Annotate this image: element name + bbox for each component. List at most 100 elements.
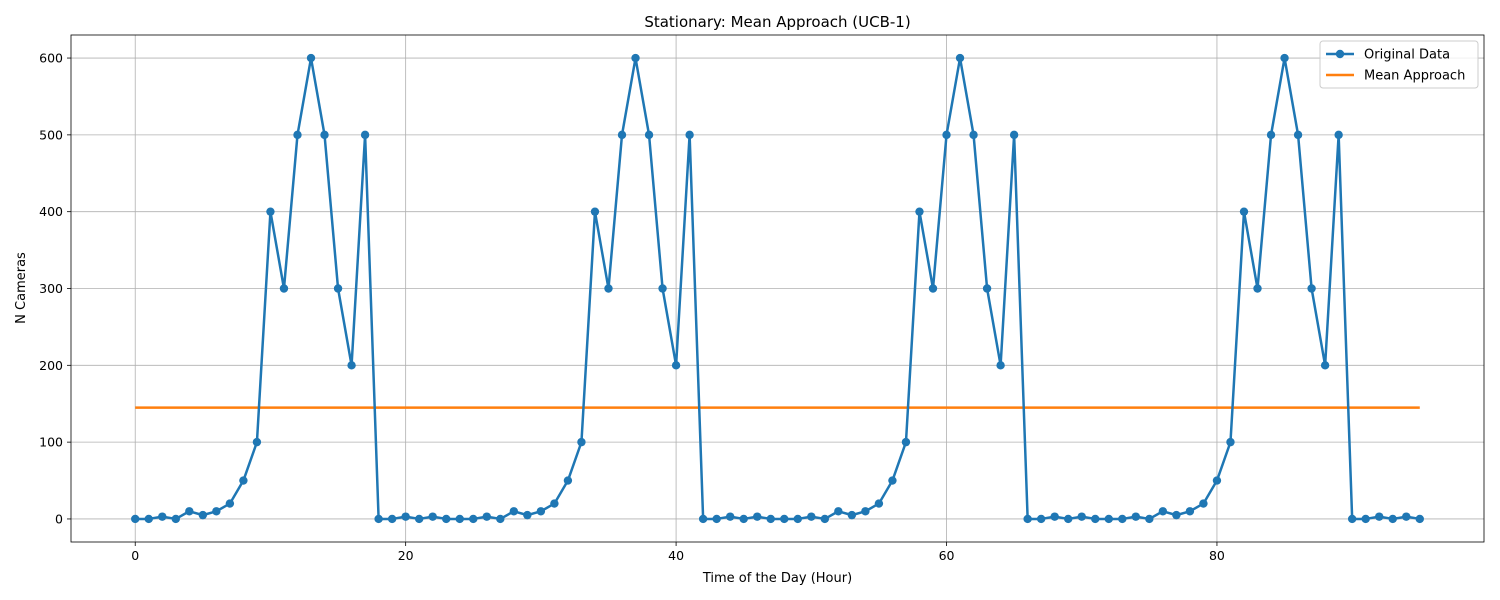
data-point-original — [915, 207, 924, 216]
data-point-original — [198, 510, 208, 520]
data-point-original — [1347, 514, 1357, 524]
axis-ticks: 0 20 40 60 80 0 100 200 300 400 500 600 — [39, 51, 1225, 563]
data-point-original — [928, 284, 938, 293]
x-axis-label: Time of the Day (Hour) — [702, 571, 852, 586]
data-point-original — [1266, 130, 1276, 140]
y-axis-label: N Cameras — [14, 252, 29, 324]
y-tick-label: 600 — [39, 51, 63, 66]
data-point-original — [1104, 514, 1113, 524]
series-line-original-data — [135, 56, 1420, 521]
data-point-original — [1199, 499, 1208, 508]
x-tick-label: 40 — [668, 548, 684, 563]
data-point-original — [360, 130, 370, 140]
data-point-original — [266, 207, 275, 216]
data-point-original — [1050, 512, 1059, 521]
data-point-original — [982, 284, 992, 293]
data-point-original — [739, 514, 748, 524]
data-point-original — [1145, 514, 1154, 524]
data-point-original — [888, 476, 897, 485]
legend: Original Data Mean Approach — [1319, 40, 1479, 89]
data-point-original — [874, 499, 884, 508]
data-point-original — [725, 512, 735, 521]
data-point-original — [414, 514, 424, 524]
data-point-original — [442, 514, 451, 524]
data-point-original — [1361, 514, 1370, 524]
data-point-original — [469, 514, 478, 524]
data-point-original — [550, 499, 559, 508]
data-point-original — [644, 130, 654, 140]
data-point-original — [523, 510, 532, 520]
data-point-original — [212, 507, 221, 516]
data-point-original — [1280, 53, 1289, 63]
data-point-original — [374, 514, 383, 524]
data-point-original — [171, 514, 180, 524]
data-point-original — [1064, 514, 1073, 524]
data-point-original — [698, 514, 708, 524]
data-point-original — [1212, 476, 1222, 485]
data-point-original — [955, 53, 965, 63]
data-point-original — [861, 507, 870, 516]
legend-label-original: Original Data — [1364, 48, 1450, 63]
data-point-original — [604, 284, 613, 293]
data-point-original — [482, 512, 491, 521]
grid-lines — [71, 35, 1484, 542]
data-point-original — [1036, 514, 1046, 524]
data-point-original — [144, 514, 153, 524]
data-point-original — [847, 510, 857, 520]
data-point-original — [1009, 130, 1019, 140]
data-point-original — [279, 284, 289, 293]
legend-box — [1319, 40, 1479, 89]
data-point-original — [631, 53, 640, 63]
series-layer — [131, 53, 1424, 524]
y-tick-label: 0 — [55, 511, 63, 526]
x-tick-label: 60 — [939, 548, 955, 563]
data-point-original — [306, 53, 316, 63]
data-point-original — [225, 499, 235, 508]
data-point-original — [942, 130, 951, 140]
data-point-original — [1239, 207, 1249, 216]
data-point-original — [1388, 514, 1397, 524]
data-point-original — [901, 437, 911, 447]
data-point-original — [1131, 512, 1141, 521]
data-point-original — [333, 284, 343, 293]
data-point-original — [185, 507, 194, 516]
data-point-original — [455, 514, 464, 524]
x-tick-label: 20 — [398, 548, 414, 563]
data-point-original — [1253, 284, 1262, 293]
data-point-original — [1307, 284, 1316, 293]
data-point-original — [1158, 507, 1168, 516]
data-point-original — [1293, 130, 1303, 140]
data-point-original — [563, 476, 573, 485]
data-point-original — [766, 514, 775, 524]
data-point-original — [252, 437, 262, 447]
data-point-original — [1077, 512, 1086, 521]
data-point-original — [793, 514, 802, 524]
data-point-original — [1402, 512, 1411, 521]
legend-label-mean: Mean Approach — [1364, 69, 1465, 84]
data-point-original — [320, 130, 329, 140]
data-point-original — [1334, 130, 1343, 140]
data-point-original — [834, 507, 843, 516]
data-point-original — [1023, 514, 1032, 524]
chart-title: Stationary: Mean Approach (UCB-1) — [644, 13, 910, 31]
data-point-original — [509, 507, 519, 516]
data-point-original — [807, 512, 816, 521]
data-point-original — [131, 514, 140, 524]
data-point-original — [401, 512, 410, 521]
data-point-original — [347, 361, 356, 370]
data-point-original — [1415, 514, 1424, 524]
y-tick-label: 200 — [39, 358, 63, 373]
data-point-original — [1375, 512, 1384, 521]
data-point-original — [387, 514, 397, 524]
y-tick-label: 400 — [39, 204, 63, 219]
x-tick-label: 80 — [1209, 548, 1225, 563]
data-point-original — [1226, 437, 1235, 447]
data-point-original — [712, 514, 721, 524]
data-point-original — [820, 514, 830, 524]
data-point-original — [158, 512, 167, 521]
data-point-original — [753, 512, 762, 521]
y-tick-label: 100 — [39, 435, 63, 450]
data-point-original — [1091, 514, 1100, 524]
data-point-original — [996, 361, 1005, 370]
